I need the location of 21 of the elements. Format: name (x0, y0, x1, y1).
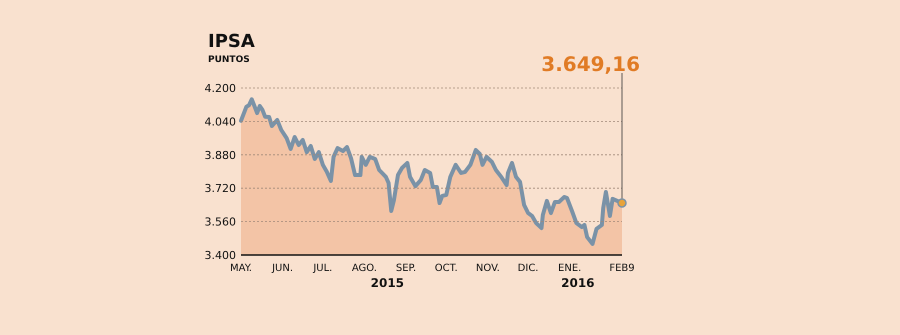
chart-title: IPSA (208, 31, 255, 52)
x-tick-label: FEB9 (609, 263, 635, 274)
y-tick-label: 3.720 (204, 182, 236, 196)
x-tick-label: ENE. (558, 263, 582, 274)
text: 2016 (561, 276, 595, 290)
y-tick-label: 3.400 (204, 249, 236, 262)
x-tick-label: DIC. (518, 263, 538, 274)
x-tick-label: JUN. (271, 263, 294, 274)
text: 3.649,16 (541, 52, 640, 76)
y-tick-label: 3.560 (204, 216, 236, 229)
x-tick-label: MAY. (230, 263, 252, 274)
text: 2015 (370, 276, 404, 290)
y-tick-label: 4.200 (204, 82, 236, 95)
x-tick-label: OCT. (434, 263, 458, 274)
chart-subtitle: PUNTOS (208, 55, 250, 65)
y-tick-label: 3.880 (204, 148, 236, 162)
x-tick-label: NOV. (476, 263, 500, 274)
x-tick-label: SEP. (396, 263, 416, 274)
x-tick-label: AGO. (352, 263, 377, 274)
y-tick-label: 4.040 (204, 115, 236, 128)
x-tick-label: JUL. (312, 263, 332, 274)
